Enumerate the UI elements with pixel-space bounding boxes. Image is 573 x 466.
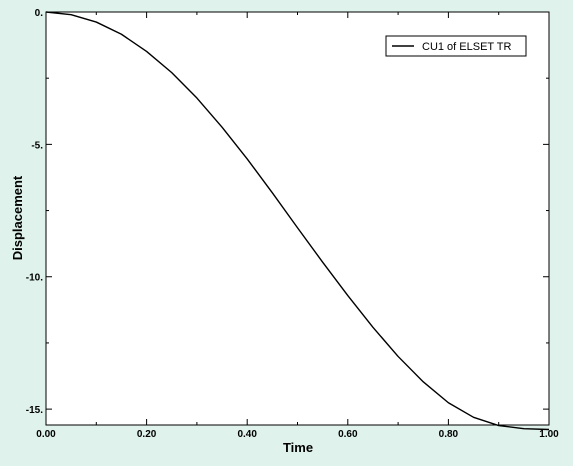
x-tick-label: 0.00 [36, 429, 56, 440]
y-tick-label: -5. [31, 140, 43, 151]
x-tick-label: 0.80 [439, 429, 459, 440]
x-tick-label: 0.20 [137, 429, 157, 440]
legend-label: CU1 of ELSET TR [422, 41, 512, 53]
y-tick-label: -15. [26, 405, 43, 416]
y-axis-title: Displacement [10, 175, 25, 260]
x-tick-label: 1.00 [539, 429, 559, 440]
x-tick-label: 0.60 [338, 429, 358, 440]
legend: CU1 of ELSET TR [385, 35, 527, 57]
tick-labels-layer: 0.00 0.20 0.40 0.60 0.80 1.00 0. -5. -10. -15. [26, 8, 559, 440]
series-layer [45, 11, 550, 431]
x-tick-label: 0.40 [237, 429, 257, 440]
y-tick-label: -10. [26, 273, 43, 284]
series-line-cu1 [45, 11, 550, 431]
y-tick-label: 0. [35, 8, 44, 19]
x-axis-title: Time [283, 440, 313, 455]
legend-box [385, 35, 527, 57]
plot-area [45, 11, 550, 426]
